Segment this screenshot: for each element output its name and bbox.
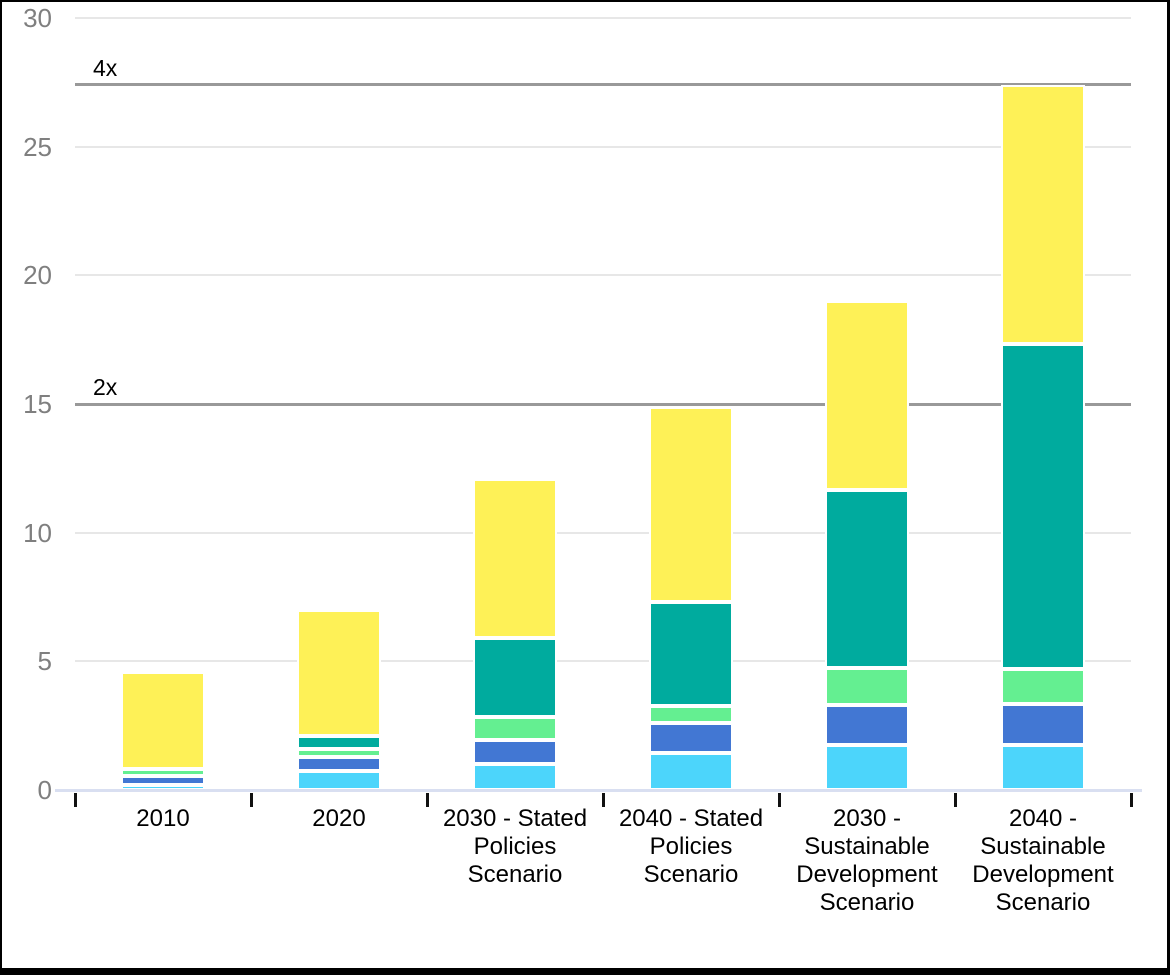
x-axis-tick bbox=[954, 793, 957, 807]
bar-2040-sustainable-development-scenario--yellow-top-segment bbox=[1001, 84, 1085, 344]
bar-2030-stated-policies-scenario--light-blue-bottom-segment bbox=[473, 764, 557, 790]
bar-2040-stated-policies-scenario--yellow-top-segment bbox=[649, 406, 733, 603]
bar-2040-stated-policies-scenario--teal-segment bbox=[649, 602, 733, 707]
bar-2010--yellow-top-segment bbox=[121, 671, 205, 770]
y-axis-tick-label-10: 10 bbox=[23, 517, 52, 548]
bar-2040-stated-policies-scenario--blue-segment bbox=[649, 723, 733, 753]
y-axis-tick-label-0: 0 bbox=[37, 775, 52, 805]
bar-2030-stated-policies-scenario--teal-segment bbox=[473, 638, 557, 717]
bar-2040-sustainable-development-scenario--light-blue-bottom-segment bbox=[1001, 744, 1085, 790]
bar-2010--blue-segment bbox=[121, 775, 205, 785]
bar-2030-stated-policies-scenario--yellow-top-segment bbox=[473, 478, 557, 639]
bar-2020--yellow-top-segment bbox=[297, 609, 381, 736]
bar-2040-stated-policies-scenario--light-green-segment bbox=[649, 706, 733, 724]
x-axis-tick bbox=[602, 793, 605, 807]
bar-2030-sustainable-development-scenario--teal-segment bbox=[825, 490, 909, 668]
y-axis-tick-label-5: 5 bbox=[37, 646, 52, 677]
bar-2040-sustainable-development-scenario--light-green-segment bbox=[1001, 669, 1085, 704]
bar-2030-sustainable-development-scenario--light-green-segment bbox=[825, 667, 909, 706]
bar-2030-sustainable-development-scenario--blue-segment bbox=[825, 705, 909, 745]
x-axis-category-label-2040: 2040 - Sustainable Development Scenario bbox=[972, 805, 1114, 916]
x-axis-tick bbox=[250, 793, 253, 807]
x-axis-line bbox=[55, 789, 1142, 792]
gridline-30 bbox=[75, 17, 1131, 19]
bar-2030-sustainable-development-scenario--yellow-top-segment bbox=[825, 301, 909, 491]
gridline-5 bbox=[75, 660, 1131, 663]
x-axis-category-label-2020: 2020 bbox=[312, 805, 366, 832]
x-axis-tick bbox=[1130, 793, 1133, 807]
bar-2040-stated-policies-scenario--light-blue-bottom-segment bbox=[649, 752, 733, 790]
bar-2010--light-blue-bottom-segment bbox=[121, 784, 205, 790]
y-axis-tick-label-25: 25 bbox=[23, 131, 52, 162]
x-axis-category-label-2010: 2010 bbox=[136, 805, 190, 832]
reference-line-4x bbox=[75, 83, 1131, 87]
bar-2020--blue-segment bbox=[297, 756, 381, 771]
bar-2020--light-green-segment bbox=[297, 748, 381, 757]
x-axis-category-label-2040: 2040 - Stated Policies Scenario bbox=[618, 805, 764, 888]
bar-2030-sustainable-development-scenario--light-blue-bottom-segment bbox=[825, 744, 909, 790]
reference-line-label-2x: 2x bbox=[93, 374, 118, 400]
x-axis-tick bbox=[778, 793, 781, 807]
y-axis-tick-label-20: 20 bbox=[23, 260, 52, 291]
x-axis-tick bbox=[426, 793, 429, 807]
gridline-25 bbox=[75, 145, 1131, 148]
bar-2020--teal-segment bbox=[297, 735, 381, 749]
bar-2030-stated-policies-scenario--light-green-segment bbox=[473, 716, 557, 740]
reference-line-label-4x: 4x bbox=[93, 54, 118, 81]
bar-2040-sustainable-development-scenario--blue-segment bbox=[1001, 703, 1085, 745]
bar-2040-sustainable-development-scenario--teal-segment bbox=[1001, 343, 1085, 670]
x-axis-category-label-2030: 2030 - Stated Policies Scenario bbox=[442, 805, 588, 888]
gridline-10 bbox=[75, 531, 1131, 534]
bar-2020--light-blue-bottom-segment bbox=[297, 770, 381, 790]
bar-2030-stated-policies-scenario--blue-segment bbox=[473, 739, 557, 765]
gridline-20 bbox=[75, 274, 1131, 277]
x-axis-category-label-2030: 2030 - Sustainable Development Scenario bbox=[796, 805, 938, 916]
bar-2010--light-green-segment bbox=[121, 769, 205, 776]
y-axis-tick-label-30: 30 bbox=[23, 3, 52, 33]
y-axis-tick-label-15: 15 bbox=[23, 389, 52, 419]
reference-line-2x bbox=[75, 402, 1131, 406]
x-axis-tick bbox=[74, 793, 77, 807]
